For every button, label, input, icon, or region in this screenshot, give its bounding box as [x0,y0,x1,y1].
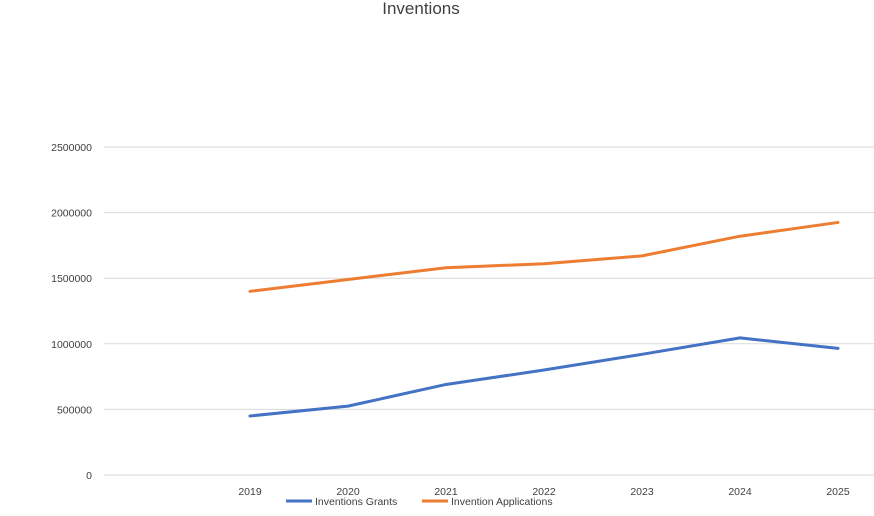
series-lines [248,220,840,418]
x-axis-ticks: 2019 2020 2021 2022 2023 2024 2025 [238,486,850,498]
x-tick-label: 2022 [532,486,556,498]
x-tick-label: 2020 [336,486,360,498]
series-line-inventions-grants [248,336,840,418]
x-tick-label: 2025 [826,486,850,498]
x-tick-label: 2021 [434,486,458,498]
x-tick-label: 2019 [238,486,262,498]
y-tick-label: 2500000 [51,142,92,154]
y-tick-label: 1000000 [51,339,92,351]
y-tick-label: 0 [86,470,92,482]
legend: Inventions Grants Invention Applications [286,496,553,508]
legend-label: Invention Applications [451,496,553,508]
y-tick-label: 1500000 [51,273,92,285]
y-tick-label: 500000 [57,404,92,416]
x-tick-label: 2024 [728,486,752,498]
y-tick-label: 2000000 [51,208,92,220]
gridlines [104,146,874,476]
x-tick-label: 2023 [630,486,654,498]
series-line-invention-applications [248,220,840,293]
y-axis-ticks: 0 500000 1000000 1500000 2000000 2500000 [51,142,92,482]
chart-title: Inventions [382,0,460,18]
legend-label: Inventions Grants [315,496,397,508]
